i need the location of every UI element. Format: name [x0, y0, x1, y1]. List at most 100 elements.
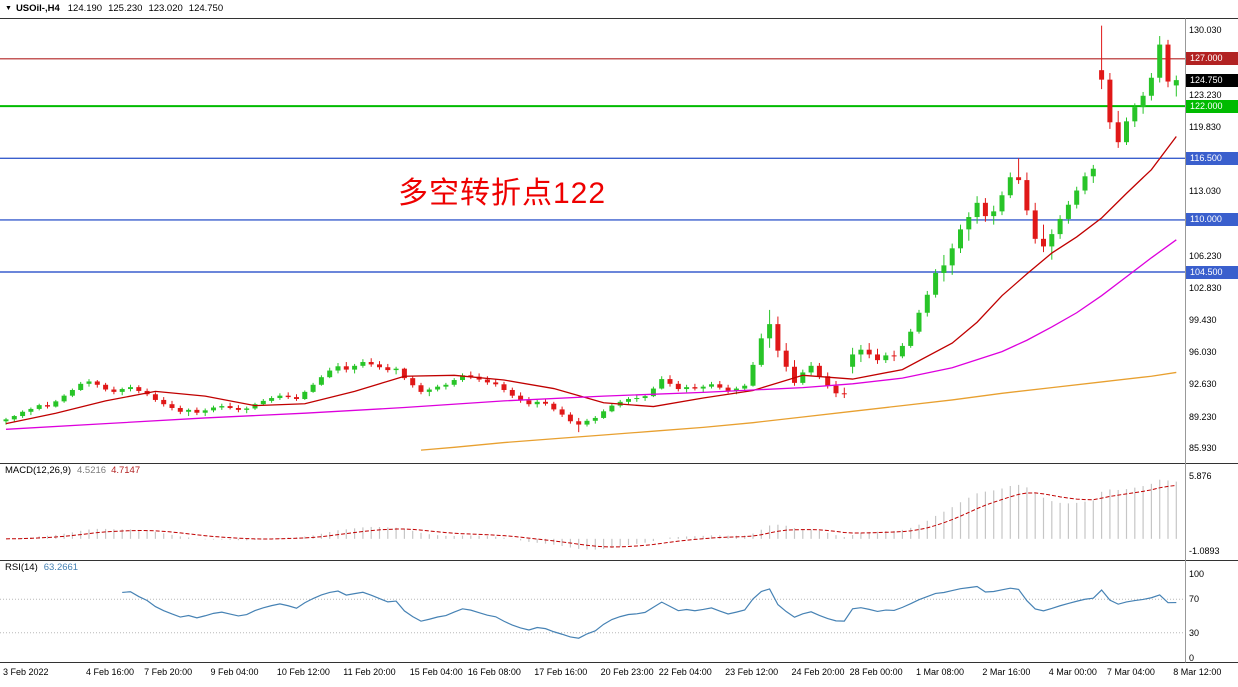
candle-body — [709, 384, 714, 387]
candle-body — [924, 294, 930, 313]
candle-body — [1049, 234, 1055, 247]
candle-body — [733, 388, 739, 391]
candle-body — [999, 195, 1005, 212]
candle-body — [36, 405, 42, 409]
candle-body — [227, 406, 233, 408]
candle-body — [908, 331, 914, 346]
candle-body — [642, 396, 648, 399]
candle-body — [285, 395, 291, 398]
candle-body — [435, 386, 441, 390]
candle-body — [717, 384, 723, 388]
candle-body — [626, 398, 631, 402]
candle-body — [194, 409, 200, 413]
candle-body — [460, 375, 465, 381]
candle-body — [269, 398, 275, 401]
candle-body — [916, 312, 922, 332]
candle-body — [493, 382, 499, 385]
candle-body — [20, 411, 26, 417]
candle-body — [933, 272, 939, 295]
candle-body — [1041, 238, 1046, 247]
candle-body — [974, 202, 980, 218]
candle-body — [1065, 204, 1071, 219]
candle-body — [1107, 79, 1113, 123]
candle-body — [634, 398, 640, 400]
candle-body — [426, 389, 432, 392]
candle-body — [825, 376, 831, 386]
candle-body — [343, 366, 349, 370]
candle-body — [875, 354, 880, 361]
candle-body — [103, 384, 109, 390]
candle-body — [650, 388, 656, 397]
candle-body — [966, 217, 972, 230]
candle-body — [684, 387, 690, 390]
candle-body — [410, 378, 416, 386]
candle-body — [800, 372, 806, 383]
candle-body — [202, 410, 208, 413]
candle-body — [609, 405, 615, 412]
candle-body — [1173, 80, 1179, 86]
candle-body — [1074, 190, 1080, 205]
candle-body — [767, 324, 773, 339]
candle-body — [169, 404, 175, 408]
candle-body — [186, 409, 192, 412]
candle-body — [1090, 168, 1096, 177]
candle-body — [758, 338, 764, 365]
candle-body — [401, 368, 407, 379]
candle-body — [294, 397, 299, 399]
candle-body — [1082, 176, 1088, 191]
ma-fast-line — [5, 136, 1177, 425]
candle-body — [850, 354, 856, 367]
candle-body — [119, 389, 125, 392]
candle-body — [418, 385, 424, 392]
candle-body — [219, 406, 225, 408]
candle-body — [775, 324, 781, 351]
candle-body — [518, 395, 524, 401]
macd-signal-line — [5, 484, 1177, 548]
candle-body — [526, 400, 532, 405]
candle-body — [468, 375, 474, 377]
candle-body — [725, 387, 731, 391]
candle-body — [360, 362, 366, 366]
candle-body — [368, 362, 374, 365]
candle-body — [451, 380, 457, 385]
candle-body — [891, 355, 897, 357]
candle-body — [543, 401, 548, 404]
candle-body — [899, 345, 905, 357]
candle-body — [841, 393, 847, 395]
candle-body — [783, 350, 789, 367]
candle-body — [551, 403, 557, 410]
candle-body — [86, 381, 92, 384]
candle-body — [302, 391, 308, 399]
candle-body — [667, 379, 673, 384]
candle-body — [443, 384, 449, 387]
candle-body — [883, 355, 889, 361]
candle-body — [318, 377, 324, 385]
candle-body — [1016, 177, 1022, 181]
candle-body — [958, 229, 963, 249]
candle-body — [509, 389, 515, 396]
candle-body — [61, 395, 67, 402]
candle-body — [211, 407, 216, 411]
candle-body — [659, 379, 665, 389]
candle-body — [808, 365, 814, 373]
candle-body — [111, 389, 117, 392]
candle-body — [949, 248, 955, 266]
candle-body — [136, 387, 142, 391]
rsi-line — [122, 585, 1177, 639]
candle-body — [244, 408, 250, 410]
candle-body — [69, 389, 75, 396]
candle-body — [1165, 44, 1171, 82]
candle-body — [161, 399, 167, 405]
candle-body — [592, 417, 598, 421]
candle-body — [792, 366, 797, 383]
candle-body — [1007, 177, 1013, 196]
candle-body — [858, 349, 864, 355]
candle-body — [534, 401, 540, 405]
candle-body — [252, 404, 258, 409]
candle-body — [1057, 218, 1063, 235]
candle-body — [484, 379, 490, 383]
candle-body — [700, 386, 706, 389]
candle-body — [128, 387, 133, 390]
candle-body — [584, 420, 590, 425]
